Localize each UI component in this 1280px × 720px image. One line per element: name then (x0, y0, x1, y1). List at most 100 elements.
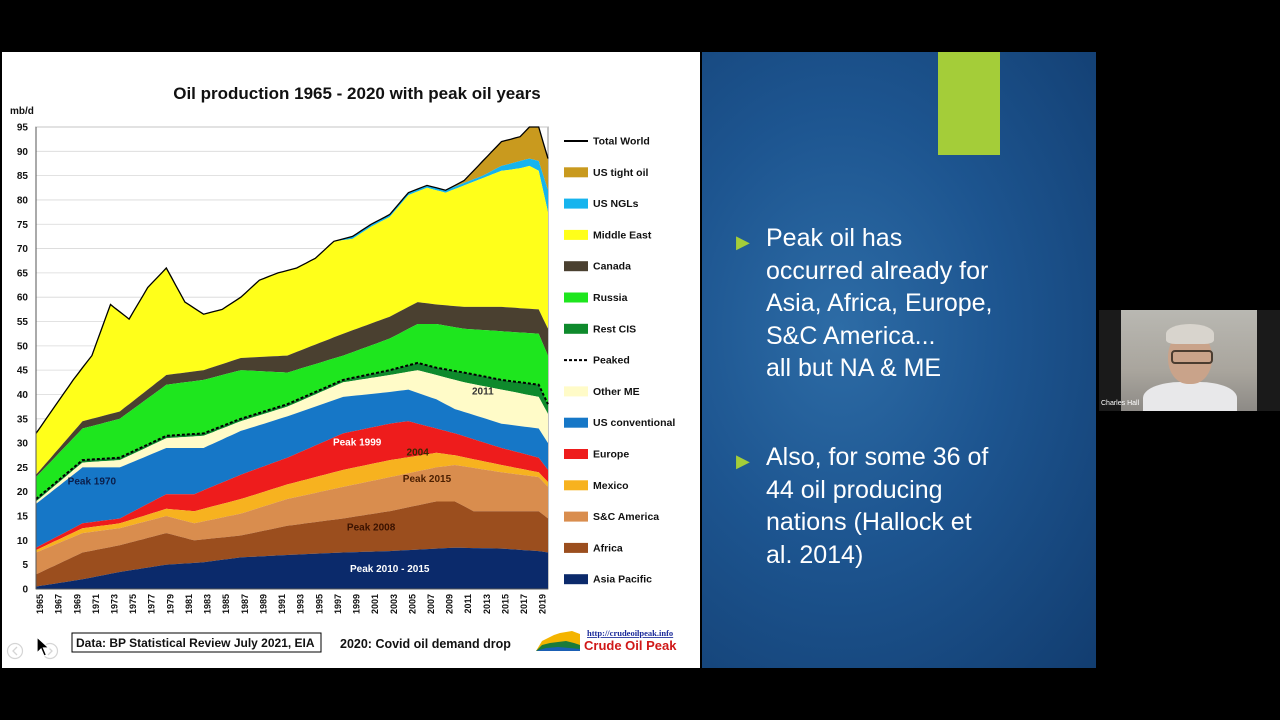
y-tick-label: 40 (17, 390, 29, 401)
bullet-point: ▶ Also, for some 36 of 44 oil producing … (736, 441, 1056, 571)
x-tick-label: 1987 (240, 594, 250, 614)
legend-swatch (564, 574, 588, 585)
legend-swatch (564, 449, 588, 459)
x-tick-label: 1985 (221, 594, 231, 614)
area-canada (36, 302, 548, 478)
bullet-arrow-icon: ▶ (736, 451, 750, 471)
area-africa (36, 501, 548, 587)
y-tick-label: 85 (17, 171, 29, 182)
y-tick-label: 70 (17, 244, 29, 255)
legend-swatch (564, 323, 588, 334)
y-tick-label: 55 (17, 317, 29, 328)
source-box (71, 632, 322, 653)
webcam-person-body (1143, 382, 1237, 411)
area-middle-east (36, 165, 548, 475)
y-tick-label: 20 (17, 487, 29, 498)
y-tick-label: 30 (17, 439, 29, 450)
y-tick-label: 25 (17, 463, 29, 474)
y-axis-unit-label: mb/d (10, 106, 34, 117)
legend-label: Mexico (593, 480, 629, 492)
x-tick-label: 1995 (314, 594, 324, 614)
bullet-point: ▶ Peak oil has occurred already for Asia… (736, 222, 1056, 385)
x-tick-label: 1991 (277, 594, 287, 614)
oil-production-chart: Oil production 1965 - 2020 with peak oil… (10, 84, 677, 653)
y-tick-label: 10 (17, 536, 29, 547)
legend-label: Total World (593, 136, 650, 148)
legend-label: US tight oil (593, 167, 648, 179)
x-tick-label: 2019 (538, 594, 548, 614)
legend-swatch (564, 261, 588, 272)
text-slide: ▶ Peak oil has occurred already for Asia… (702, 52, 1096, 668)
legend-swatch (564, 292, 588, 303)
x-tick-label: 1969 (72, 594, 82, 614)
x-tick-label: 2009 (445, 594, 455, 614)
legend-label: Asia Pacific (593, 574, 652, 586)
total-world-line (35, 126, 549, 434)
chart-annotation: Peak 2008 (347, 523, 396, 534)
chart-annotation: 2011 (472, 386, 494, 397)
legend-label: Russia (593, 292, 628, 304)
covid-note-text: 2020: Covid oil demand drop (340, 637, 511, 651)
x-tick-label: 2011 (463, 594, 473, 614)
y-tick-label: 35 (17, 414, 29, 425)
x-tick-label: 1977 (147, 594, 157, 614)
x-tick-label: 2007 (426, 594, 436, 614)
logo-area-icon (536, 647, 580, 651)
legend-label: Rest CIS (593, 323, 636, 335)
chart-annotation: Peak 1970 (68, 476, 117, 487)
logo-name: Crude Oil Peak (584, 638, 677, 653)
legend-label: Peaked (593, 355, 630, 367)
mouse-cursor-icon (36, 636, 51, 657)
bullet-text: Also, for some 36 of 44 oil producing na… (766, 443, 989, 569)
legend-swatch (564, 198, 588, 209)
x-tick-label: 1979 (165, 594, 175, 614)
y-tick-label: 60 (17, 293, 29, 304)
legend-label: Middle East (593, 229, 652, 241)
x-tick-label: 2003 (389, 594, 399, 614)
chart-annotation: 2004 (407, 447, 430, 458)
area-s-c-america (36, 465, 548, 575)
logo-url-link[interactable]: http://crudeoilpeak.info (587, 628, 673, 638)
x-tick-label: 1971 (91, 594, 101, 614)
area-russia (36, 324, 548, 499)
y-tick-label: 75 (17, 220, 29, 231)
chart-slide: Oil production 1965 - 2020 with peak oil… (2, 52, 700, 668)
area-us-conventional (36, 389, 548, 548)
x-tick-label: 1983 (203, 594, 213, 614)
x-tick-label: 1999 (352, 594, 362, 614)
legend-swatch (564, 229, 588, 240)
x-tick-label: 2005 (407, 594, 417, 614)
x-tick-label: 1981 (184, 594, 194, 614)
y-tick-label: 15 (17, 512, 29, 523)
x-tick-label: 1993 (296, 594, 306, 614)
legend-swatch (564, 386, 588, 397)
chart-annotation: Peak 2015 (403, 474, 452, 485)
prev-slide-icon[interactable] (6, 642, 24, 660)
x-tick-label: 2015 (500, 594, 510, 614)
y-tick-label: 45 (17, 366, 29, 377)
chart-title: Oil production 1965 - 2020 with peak oil… (173, 84, 541, 103)
bullet-text: Peak oil has occurred already for Asia, … (766, 224, 993, 382)
y-tick-label: 90 (17, 147, 29, 158)
chart-annotation: Peak 2010 - 2015 (350, 564, 430, 575)
accent-bar (938, 52, 1000, 155)
x-tick-label: 1975 (128, 594, 138, 614)
legend-label: S&C America (593, 511, 659, 523)
x-tick-label: 1965 (35, 594, 45, 614)
x-tick-label: 2017 (519, 594, 529, 614)
webcam-person-hair (1166, 324, 1214, 344)
webcam-name-label: Charles Hall (1101, 400, 1140, 407)
x-tick-label: 1973 (110, 594, 120, 614)
x-tick-label: 1989 (258, 594, 268, 614)
y-tick-label: 95 (17, 123, 29, 134)
legend-label: US NGLs (593, 198, 639, 210)
bullet-arrow-icon: ▶ (736, 232, 750, 252)
legend-swatch (564, 167, 588, 178)
legend-label: Canada (593, 261, 631, 273)
x-tick-label: 2013 (482, 594, 492, 614)
area-asia-pacific (36, 547, 548, 589)
legend-swatch (564, 417, 588, 428)
legend-label: Other ME (593, 386, 640, 398)
y-tick-label: 50 (17, 341, 29, 352)
webcam-border (1099, 310, 1121, 411)
